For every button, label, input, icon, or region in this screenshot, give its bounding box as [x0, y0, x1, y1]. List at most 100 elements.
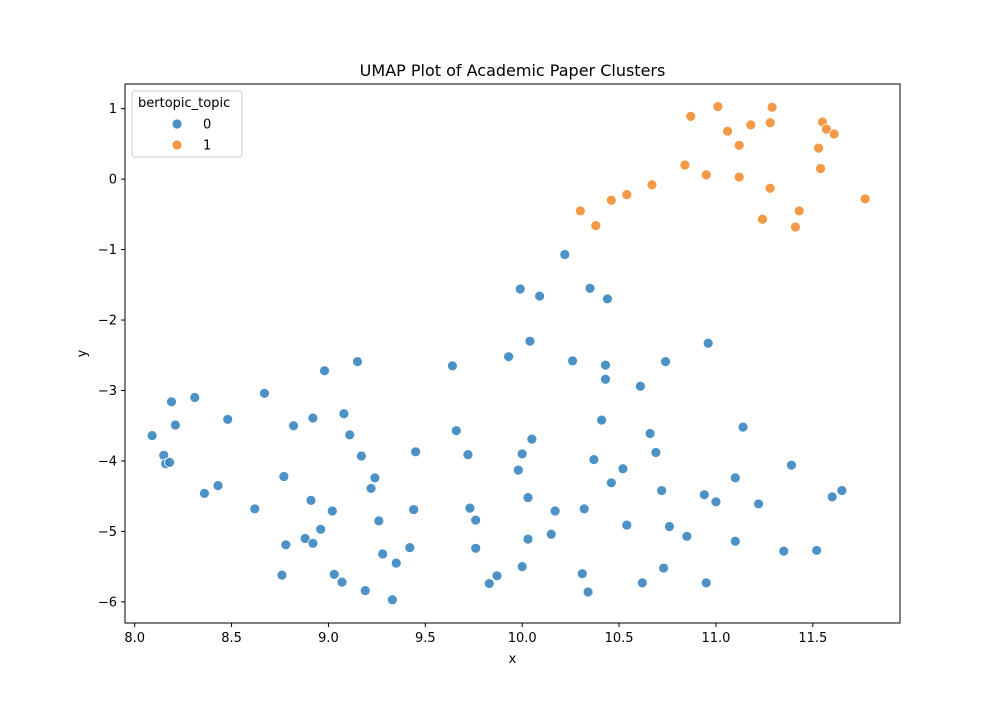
legend-title: bertopic_topic [138, 96, 230, 111]
data-point-series-1 [757, 213, 768, 225]
y-tick-label: −3 [98, 384, 117, 399]
data-point-series-0 [259, 387, 270, 399]
data-point-series-1 [590, 220, 602, 232]
data-point-series-0 [658, 562, 670, 574]
data-point-series-0 [545, 528, 557, 540]
data-point-series-0 [729, 535, 741, 547]
data-point-series-0 [644, 428, 656, 439]
data-point-series-0 [404, 542, 416, 554]
series-0-points [146, 249, 848, 606]
x-tick-label: 10.0 [508, 631, 537, 646]
data-point-series-0 [602, 293, 613, 305]
data-point-series-1 [605, 194, 617, 206]
data-point-series-0 [512, 464, 524, 476]
data-point-series-0 [582, 586, 594, 598]
data-point-series-0 [386, 594, 398, 606]
data-point-series-0 [588, 454, 600, 465]
data-point-series-0 [584, 282, 596, 294]
data-point-series-1 [745, 119, 757, 131]
data-point-series-0 [373, 515, 385, 527]
data-point-series-0 [249, 503, 261, 515]
data-point-series-0 [408, 504, 420, 515]
y-tick-label: −5 [98, 525, 117, 540]
legend-entries: 01 [171, 118, 211, 154]
data-point-series-0 [464, 502, 476, 514]
y-tick-label: −2 [98, 314, 117, 329]
data-point-series-0 [710, 496, 722, 508]
x-tick-label: 10.5 [605, 631, 634, 646]
y-axis: 1 0 −1 −2 −3 −4 −5 −6 [98, 102, 125, 610]
data-point-series-0 [470, 542, 482, 554]
data-point-series-0 [483, 578, 495, 589]
legend-box [131, 90, 243, 158]
data-point-series-0 [410, 446, 422, 458]
data-point-series-0 [681, 530, 693, 542]
data-point-series-0 [278, 471, 290, 482]
data-point-series-0 [355, 450, 367, 462]
data-point-series-0 [169, 419, 181, 431]
data-point-series-1 [813, 142, 825, 154]
data-point-series-1 [679, 159, 691, 171]
data-point-series-0 [222, 413, 234, 425]
data-point-series-0 [753, 498, 764, 510]
data-point-series-1 [574, 205, 586, 217]
data-point-series-0 [276, 569, 288, 581]
data-point-series-0 [700, 577, 712, 589]
data-point-series-0 [778, 545, 790, 557]
x-tick-label: 11.0 [701, 631, 730, 646]
data-point-series-0 [377, 548, 389, 560]
x-axis-label: x [509, 652, 517, 667]
data-point-series-0 [698, 489, 710, 501]
data-point-series-0 [549, 505, 561, 517]
data-point-series-0 [617, 463, 629, 475]
x-axis: 8.0 8.5 9.0 9.5 10.0 10.5 11.0 11.5 [124, 623, 827, 646]
x-tick-label: 9.0 [318, 631, 339, 646]
plot-area [124, 83, 901, 624]
y-axis-label: y [75, 349, 90, 357]
x-tick-label: 8.0 [124, 631, 145, 646]
data-point-series-0 [605, 477, 617, 489]
data-point-series-0 [212, 480, 224, 492]
data-point-series-1 [815, 163, 826, 174]
legend: bertopic_topic 01 [131, 90, 243, 158]
x-tick-label: 9.5 [415, 631, 436, 646]
legend-marker-1 [171, 139, 183, 151]
data-point-series-1 [712, 101, 724, 112]
data-point-series-0 [288, 420, 299, 432]
data-point-series-0 [522, 533, 534, 545]
y-tick-label: 0 [109, 173, 117, 188]
data-point-series-1 [793, 205, 805, 217]
data-point-series-0 [491, 570, 503, 582]
data-point-series-0 [390, 557, 402, 569]
x-tick-label: 11.5 [798, 631, 827, 646]
data-point-series-0 [189, 392, 201, 403]
data-point-series-0 [369, 472, 381, 484]
data-point-series-0 [634, 380, 646, 392]
data-point-series-0 [359, 585, 371, 596]
data-point-series-1 [685, 111, 697, 122]
data-point-series-0 [338, 408, 350, 420]
data-point-series-0 [786, 459, 797, 471]
data-point-series-1 [820, 123, 832, 135]
data-point-series-0 [660, 356, 671, 368]
data-point-series-0 [516, 561, 528, 573]
legend-label-1: 1 [203, 139, 211, 154]
data-point-series-0 [600, 373, 611, 385]
data-point-series-0 [344, 429, 356, 441]
data-point-series-0 [326, 505, 338, 517]
data-point-series-0 [307, 537, 319, 549]
y-tick-label: −6 [98, 595, 117, 610]
data-point-series-1 [733, 171, 745, 183]
data-point-series-0 [522, 492, 534, 503]
legend-marker-0 [171, 118, 183, 130]
data-point-series-0 [576, 568, 588, 580]
data-point-series-1 [789, 221, 801, 233]
data-point-series-0 [319, 365, 330, 377]
data-point-series-0 [328, 568, 340, 580]
chart-title: UMAP Plot of Academic Paper Clusters [360, 61, 666, 80]
data-point-series-0 [524, 335, 536, 347]
data-point-series-0 [315, 523, 327, 535]
data-point-series-0 [567, 355, 578, 367]
data-point-series-0 [656, 485, 668, 496]
